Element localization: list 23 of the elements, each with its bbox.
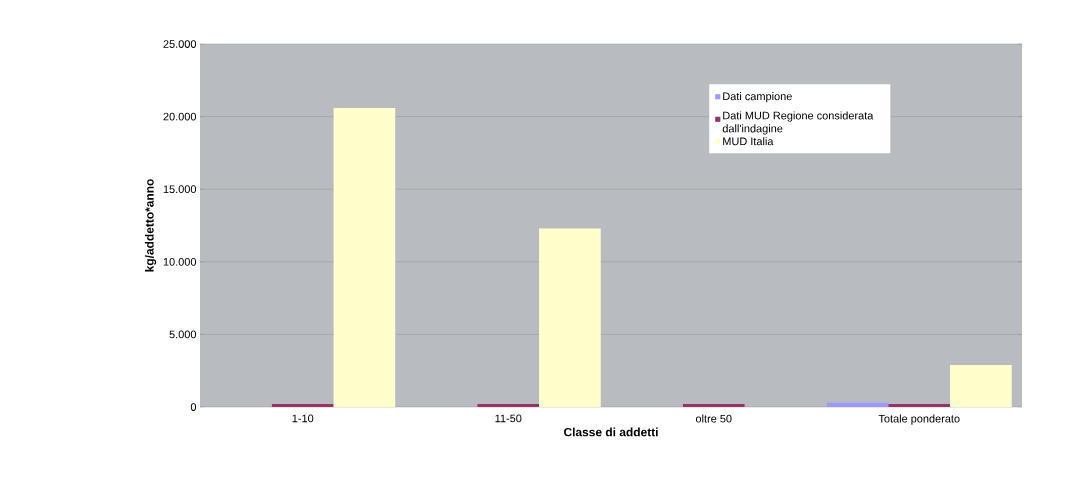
bar bbox=[826, 402, 889, 407]
y-axis-title: kg/addetto*anno bbox=[144, 179, 157, 272]
bar bbox=[477, 404, 540, 407]
legend-label: MUD Italia bbox=[723, 137, 774, 146]
y-tick-label: 10.000 bbox=[163, 257, 197, 266]
bar bbox=[888, 404, 951, 407]
x-tick-label: Totale ponderato bbox=[878, 414, 960, 425]
x-tick-label: 1-10 bbox=[292, 414, 314, 423]
x-tick-label: 11-50 bbox=[495, 414, 522, 423]
bar bbox=[271, 404, 334, 407]
y-tick-label: 15.000 bbox=[163, 185, 197, 194]
y-tick-label: 20.000 bbox=[163, 112, 197, 121]
x-axis-title: Classe di addetti bbox=[563, 427, 658, 437]
x-tick-label: oltre 50 bbox=[695, 414, 732, 423]
bar bbox=[539, 228, 601, 407]
legend-label: Dati campione bbox=[723, 92, 792, 103]
bar bbox=[333, 107, 396, 407]
legend-label: Dati MUD Regione considerata dall'indagine bbox=[722, 111, 874, 135]
y-tick-label: 5.000 bbox=[169, 330, 197, 339]
y-tick-label: 0 bbox=[190, 403, 197, 411]
bar bbox=[950, 364, 1012, 407]
y-tick-label: 25.000 bbox=[163, 40, 197, 48]
bar bbox=[682, 404, 745, 407]
